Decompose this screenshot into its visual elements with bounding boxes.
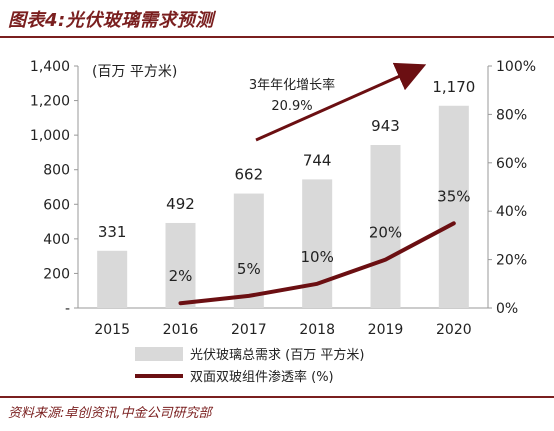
line-value-label: 35% [437, 187, 470, 205]
x-tick-label: 2019 [368, 322, 404, 338]
line-value-label: 5% [237, 260, 261, 278]
y-left-tick-label: 1,200 [30, 94, 70, 110]
y-right-tick-label: 0% [496, 301, 518, 317]
legend-bar-label: 光伏玻璃总需求 (百万 平方米) [190, 347, 364, 363]
bar [438, 105, 469, 308]
y-left-tick-label: - [65, 301, 70, 317]
y-right-tick-label: 100% [496, 59, 536, 75]
line-value-label: 20% [369, 224, 402, 242]
y-left-tick-label: 800 [43, 163, 70, 179]
bar [165, 222, 196, 308]
x-tick-label: 2018 [299, 322, 335, 338]
bar [302, 179, 333, 308]
y-right-tick-label: 40% [496, 204, 527, 220]
figure-title: 图表4:光伏玻璃需求预测 [8, 10, 214, 31]
bar-value-label: 943 [371, 117, 400, 135]
bar-value-label: 1,170 [432, 78, 475, 96]
bar-value-label: 744 [303, 151, 332, 169]
annotation-line1: 3年年化增长率 [249, 77, 335, 93]
bar-value-label: 492 [166, 195, 195, 213]
bar [233, 193, 264, 308]
y-left-tick-label: 400 [43, 232, 70, 248]
line-value-label: 2% [169, 267, 193, 285]
bar [370, 144, 401, 308]
top-rule [0, 36, 554, 38]
legend-bar-swatch [135, 347, 183, 361]
x-tick-label: 2015 [94, 322, 130, 338]
y-left-unit-label: (百万 平方米) [92, 64, 177, 80]
y-right-tick-label: 80% [496, 107, 527, 123]
y-right-tick-label: 60% [496, 156, 527, 172]
x-tick-label: 2016 [163, 322, 199, 338]
source-note: 资料来源:卓创资讯,中金公司研究部 [8, 406, 212, 421]
bottom-rule [0, 396, 554, 398]
y-left-tick-label: 1,400 [30, 59, 70, 75]
y-left-tick-label: 600 [43, 197, 70, 213]
x-tick-label: 2020 [436, 322, 472, 338]
bar-value-label: 662 [235, 166, 264, 184]
line-value-label: 10% [300, 248, 333, 266]
x-tick-label: 2017 [231, 322, 267, 338]
growth-arrow [255, 62, 427, 142]
y-left-tick-label: 1,000 [30, 128, 70, 144]
y-left-tick-label: 200 [43, 266, 70, 282]
y-right-tick-label: 20% [496, 253, 527, 269]
legend-line-label: 双面双玻组件渗透率 (%) [190, 369, 334, 385]
penetration-line [178, 221, 456, 306]
annotation-line2: 20.9% [271, 99, 312, 114]
bar-value-label: 331 [98, 223, 127, 241]
bar [97, 250, 128, 308]
